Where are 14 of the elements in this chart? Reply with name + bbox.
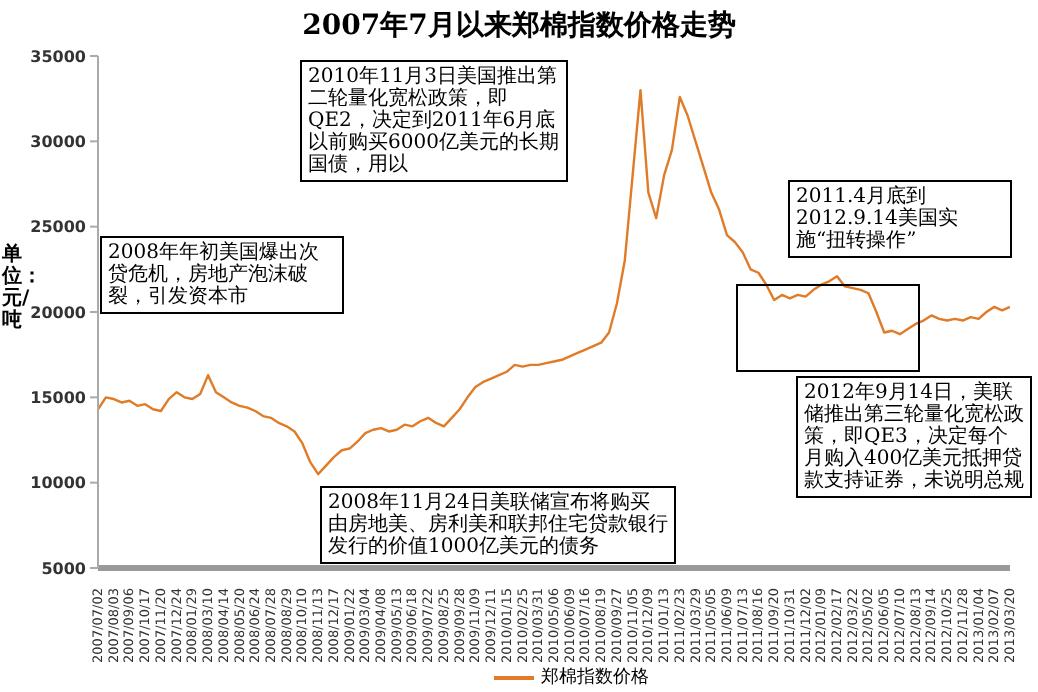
- y-tick-label: 5000: [41, 559, 87, 578]
- y-tick-label: 15000: [30, 389, 87, 408]
- annotation: 2008年11月24日美联储宣布将购买由房地美、房利美和联邦住宅贷款银行发行的价值1000亿美元的债务: [320, 486, 676, 564]
- annotation: 2011.4月底到2012.9.14美国实施“扭转操作”: [788, 180, 1012, 258]
- annotation: 2012年9月14日，美联储推出第三轮量化宽松政策，即QE3，决定每个月购入400亿美元抵押贷款支持证券，未说明总规: [796, 376, 1032, 498]
- y-tick-label: 25000: [30, 218, 87, 237]
- annotation: 2008年年初美国爆出次贷危机，房地产泡沫破裂，引发资本市: [100, 236, 344, 314]
- y-tick-label: 30000: [30, 133, 87, 152]
- legend-label: 郑棉指数价格: [541, 665, 649, 690]
- y-tick-label: 10000: [30, 474, 87, 493]
- chart-title: 2007年7月以来郑棉指数价格走势: [300, 8, 738, 44]
- y-tick-label: 20000: [30, 303, 87, 322]
- y-tick-label: 35000: [30, 47, 87, 66]
- annotation: 2010年11月3日美国推出第二轮量化宽松政策，即QE2，决定到2011年6月底以前购买6000亿美元的长期国债，用以: [300, 60, 568, 182]
